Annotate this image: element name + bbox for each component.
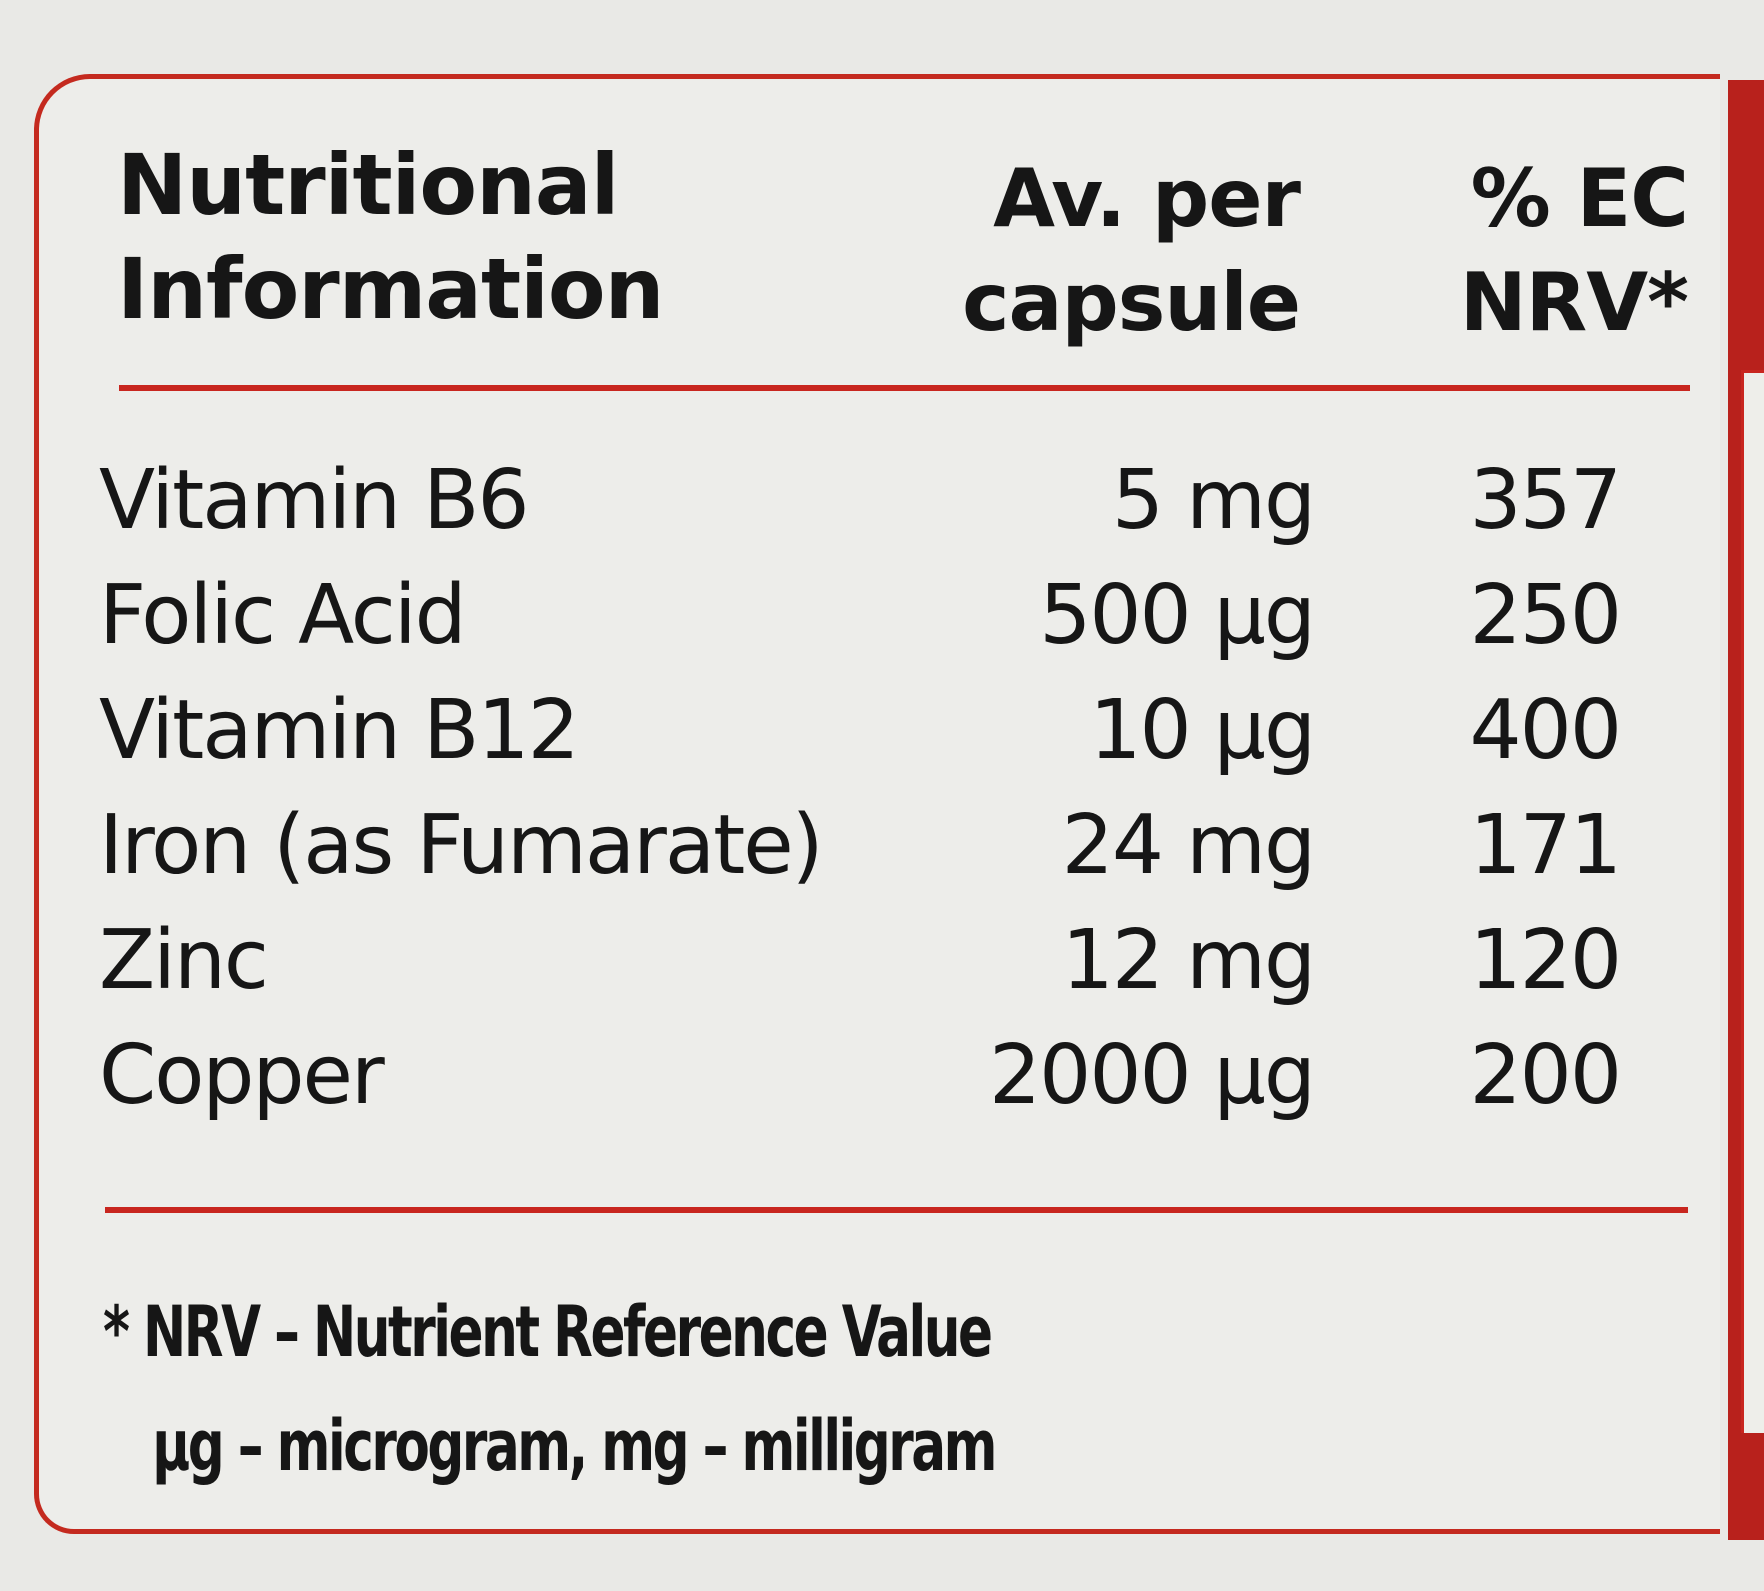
nutrient-name: Zinc	[99, 913, 269, 1008]
header-per-line2: capsule	[962, 256, 1301, 349]
nutrient-name: Folic Acid	[99, 568, 467, 663]
nutrient-name: Vitamin B12	[99, 683, 580, 778]
nutrient-amount: 24 mg	[1061, 798, 1316, 893]
nutrient-name: Vitamin B6	[99, 453, 530, 548]
footnote: * NRV – Nutrient Reference Value µg – mi…	[103, 1275, 998, 1503]
nutrient-name: Iron (as Fumarate)	[99, 798, 824, 893]
table-row: Zinc 12 mg 120	[99, 903, 1690, 1018]
nutrient-amount: 10 µg	[1089, 683, 1316, 778]
nutrient-amount: 12 mg	[1061, 913, 1316, 1008]
header-title-line1: Nutritional	[117, 136, 619, 234]
nutrition-panel: Nutritional Information Av. per capsule …	[34, 74, 1720, 1534]
header-per-capsule: Av. per capsule	[962, 147, 1301, 355]
nutrient-nrv: 171	[1469, 798, 1622, 893]
header-nrv-line2: NRV*	[1459, 256, 1689, 349]
nutrient-name: Copper	[99, 1028, 385, 1123]
nutrient-nrv: 200	[1469, 1028, 1622, 1123]
nutrient-nrv: 120	[1469, 913, 1622, 1008]
nutrient-amount: 2000 µg	[989, 1028, 1316, 1123]
nutrient-table: Vitamin B6 5 mg 357 Folic Acid 500 µg 25…	[99, 443, 1690, 1133]
divider-top	[119, 385, 1690, 391]
table-row: Copper 2000 µg 200	[99, 1018, 1690, 1133]
table-row: Vitamin B6 5 mg 357	[99, 443, 1690, 558]
nutrient-nrv: 400	[1469, 683, 1622, 778]
header-nrv: % EC NRV*	[1459, 147, 1689, 355]
package-edge-strip	[1728, 80, 1764, 1540]
header-title-line2: Information	[117, 240, 664, 338]
nutrient-amount: 500 µg	[1039, 568, 1316, 663]
table-row: Iron (as Fumarate) 24 mg 171	[99, 788, 1690, 903]
table-row: Folic Acid 500 µg 250	[99, 558, 1690, 673]
table-row: Vitamin B12 10 µg 400	[99, 673, 1690, 788]
header-nrv-line1: % EC	[1470, 152, 1689, 245]
footnote-nrv-definition: * NRV – Nutrient Reference Value	[103, 1291, 993, 1373]
footnote-unit-definition: µg – microgram, mg – milligram	[152, 1405, 997, 1487]
divider-bottom	[105, 1207, 1688, 1213]
nutrient-nrv: 357	[1469, 453, 1622, 548]
header-title: Nutritional Information	[117, 133, 664, 341]
nutrient-amount: 5 mg	[1111, 453, 1316, 548]
nutrient-nrv: 250	[1469, 568, 1622, 663]
package-edge-inner	[1741, 370, 1764, 1433]
header-per-line1: Av. per	[993, 152, 1301, 245]
